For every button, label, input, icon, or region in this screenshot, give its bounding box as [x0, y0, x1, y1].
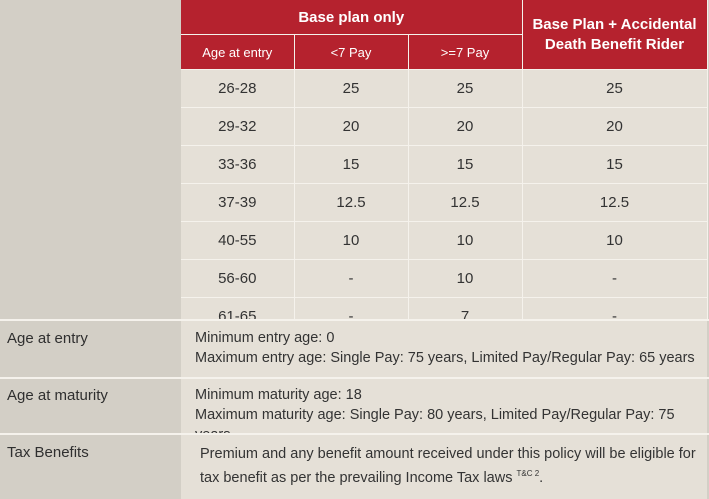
ge7-cell: 10: [408, 221, 523, 260]
left-blank-column: [0, 0, 178, 320]
lt7-cell: 12.5: [294, 183, 409, 222]
age-cell: 33-36: [181, 145, 295, 184]
rider-header-line1: Base Plan + Accidental: [532, 15, 697, 33]
age-entry-label: Age at entry: [7, 330, 88, 347]
divider: [0, 319, 709, 321]
table-row: 33-36 15 15 15: [181, 145, 708, 184]
rider-header-line2: Death Benefit Rider: [544, 35, 685, 53]
rates-table: Base plan only Base Plan + Accidental De…: [181, 0, 708, 336]
tax-line2-text: tax benefit as per the prevailing Income…: [200, 469, 513, 486]
rider-cell: 10: [522, 221, 708, 260]
table-row: 26-28 25 25 25: [181, 69, 708, 108]
age-cell: 40-55: [181, 221, 295, 260]
table-row: 37-39 12.5 12.5 12.5: [181, 183, 708, 222]
rider-cell: 20: [522, 107, 708, 146]
col-age-header: Age at entry: [181, 34, 295, 70]
divider: [0, 433, 709, 435]
rider-cell: 15: [522, 145, 708, 184]
lt7-cell: 15: [294, 145, 409, 184]
age-entry-min: Minimum entry age: 0: [195, 330, 335, 346]
tax-line2: tax benefit as per the prevailing Income…: [200, 464, 707, 488]
lt7-cell: 25: [294, 69, 409, 108]
ge7-cell: 20: [408, 107, 523, 146]
lt7-cell: -: [294, 259, 409, 298]
table-row: 56-60 - 10 -: [181, 259, 708, 298]
col-lt7-header: <7 Pay: [294, 34, 409, 70]
age-cell: 26-28: [181, 69, 295, 108]
lt7-cell: 20: [294, 107, 409, 146]
tax-value: Premium and any benefit amount received …: [181, 435, 707, 499]
age-maturity-min: Minimum maturity age: 18: [195, 387, 362, 403]
tax-section: Tax Benefits Premium and any benefit amo…: [0, 435, 709, 499]
tax-label: Tax Benefits: [7, 444, 89, 461]
age-entry-value: Minimum entry age: 0 Maximum entry age: …: [181, 321, 707, 377]
ge7-cell: 15: [408, 145, 523, 184]
rider-cell: 12.5: [522, 183, 708, 222]
age-entry-section: Age at entry Minimum entry age: 0 Maximu…: [0, 321, 709, 377]
rider-cell: 25: [522, 69, 708, 108]
tax-line1: Premium and any benefit amount received …: [200, 446, 696, 462]
age-cell: 37-39: [181, 183, 295, 222]
rider-header: Base Plan + Accidental Death Benefit Rid…: [522, 0, 708, 70]
divider: [0, 377, 709, 379]
ge7-cell: 10: [408, 259, 523, 298]
table-row: 40-55 10 10 10: [181, 221, 708, 260]
age-cell: 56-60: [181, 259, 295, 298]
age-maturity-label: Age at maturity: [7, 387, 108, 404]
age-cell: 29-32: [181, 107, 295, 146]
tnc-reference: T&C 2: [516, 469, 540, 478]
ge7-cell: 25: [408, 69, 523, 108]
base-plan-header: Base plan only: [181, 0, 523, 35]
tax-line2-end: .: [539, 469, 544, 486]
age-maturity-value: Minimum maturity age: 18 Maximum maturit…: [181, 379, 707, 443]
ge7-cell: 12.5: [408, 183, 523, 222]
col-ge7-header: >=7 Pay: [408, 34, 523, 70]
table-row: 29-32 20 20 20: [181, 107, 708, 146]
age-maturity-section: Age at maturity Minimum maturity age: 18…: [0, 379, 709, 443]
age-entry-max: Maximum entry age: Single Pay: 75 years,…: [195, 350, 695, 366]
lt7-cell: 10: [294, 221, 409, 260]
rider-cell: -: [522, 259, 708, 298]
